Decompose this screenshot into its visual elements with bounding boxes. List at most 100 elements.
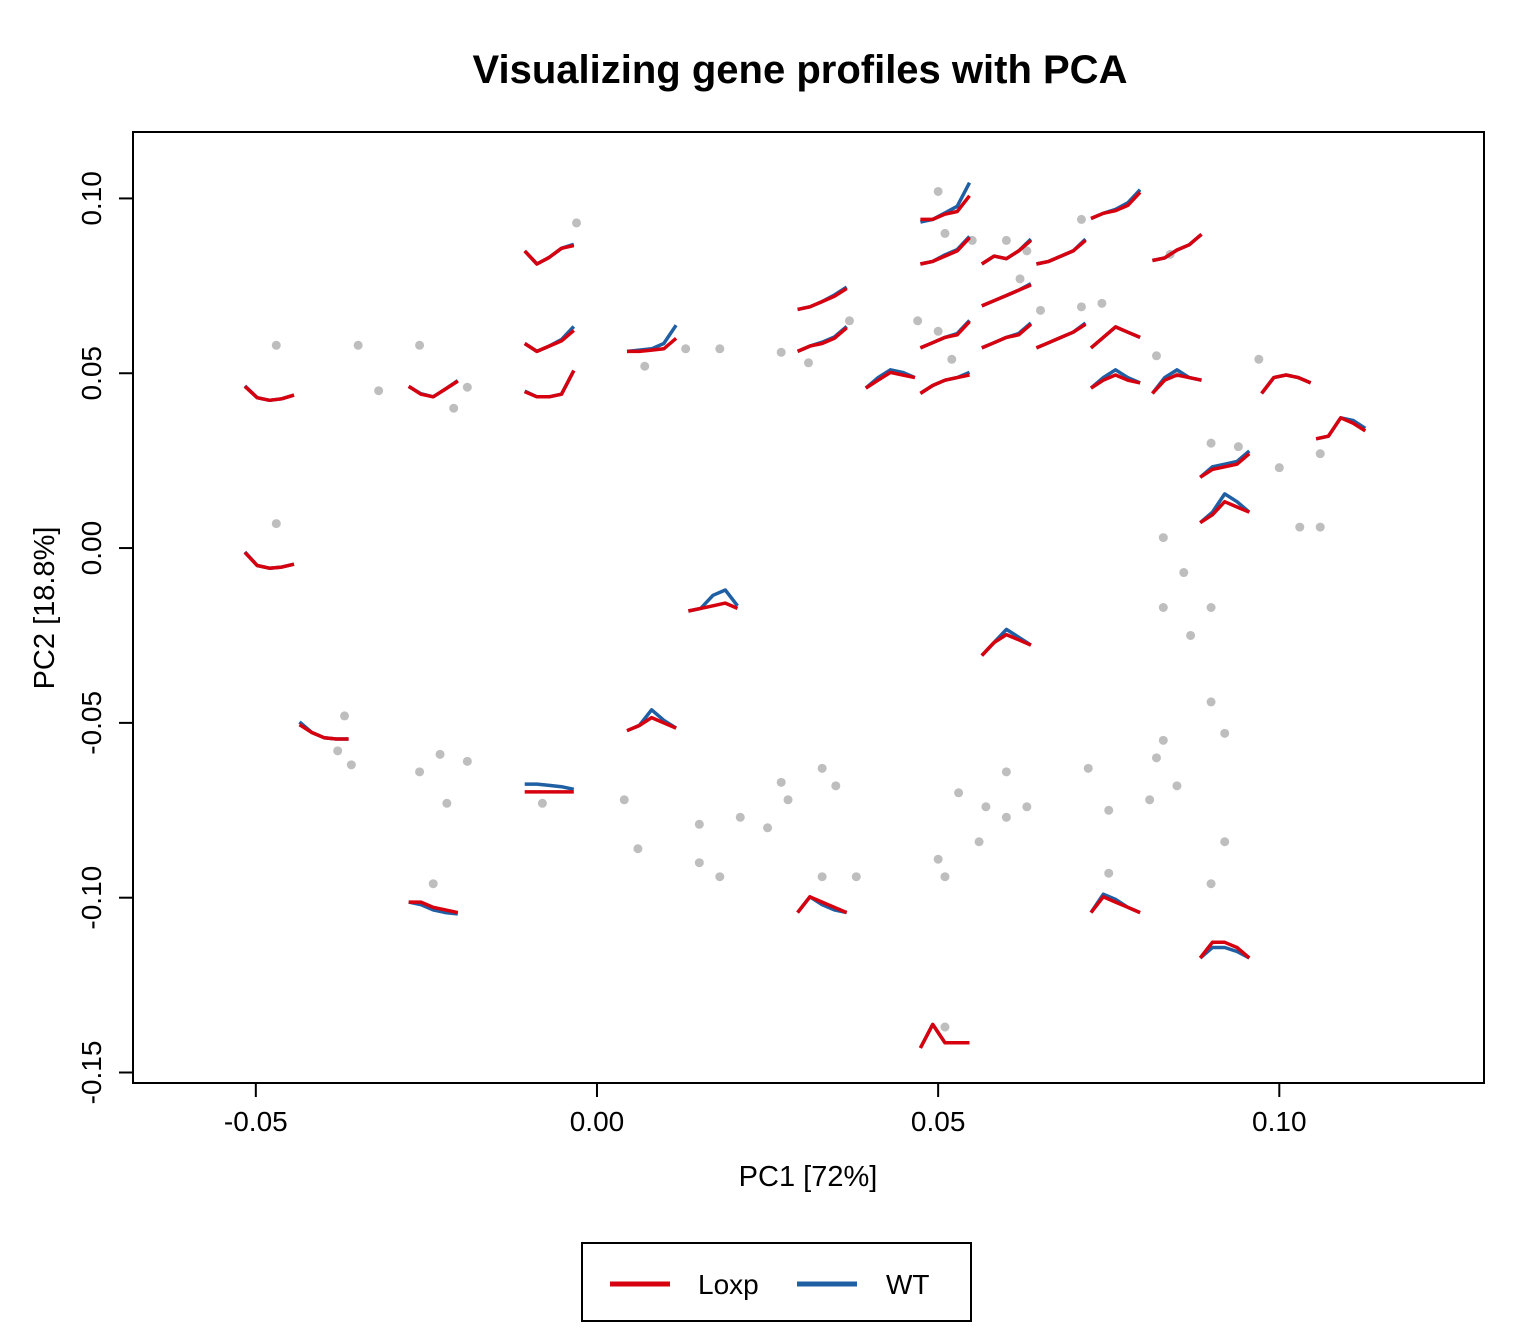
scatter-point xyxy=(940,872,950,882)
profile-glyph xyxy=(407,379,459,399)
loxp-profile-line xyxy=(1152,232,1203,263)
scatter-point xyxy=(353,340,363,350)
loxp-profile-line xyxy=(980,239,1033,266)
profile-glyph xyxy=(626,324,678,354)
profile-glyph xyxy=(688,588,739,613)
loxp-profile-line xyxy=(1199,452,1251,479)
scatter-point xyxy=(763,823,773,833)
profile-glyph xyxy=(919,319,971,350)
x-tick-label: 0.10 xyxy=(1252,1106,1307,1137)
x-axis: -0.05 0.00 0.05 0.10 xyxy=(224,1082,1307,1137)
scatter-point xyxy=(933,186,943,196)
loxp-profile-line xyxy=(1090,191,1142,221)
scatter-point xyxy=(415,767,425,777)
profile-glyph xyxy=(796,325,848,354)
scatter-point xyxy=(735,812,745,822)
loxp-profile-line xyxy=(919,320,971,350)
scatter-point xyxy=(462,756,472,766)
profile-glyph xyxy=(918,1022,970,1049)
scatter-point xyxy=(933,326,943,336)
scatter-point xyxy=(1001,812,1011,822)
scatter-point xyxy=(1158,735,1168,745)
loxp-profile-line xyxy=(1089,895,1141,915)
scatter-point xyxy=(1172,781,1182,791)
wt-profile-line xyxy=(626,324,678,354)
scatter-point xyxy=(913,316,923,326)
profile-glyph xyxy=(1199,449,1251,479)
scatter-point xyxy=(1097,298,1107,308)
y-tick-label: 0.00 xyxy=(76,521,107,576)
wt-profile-line xyxy=(1089,325,1141,350)
scatter-point xyxy=(776,777,786,787)
scatter-point xyxy=(340,711,350,721)
profile-glyph xyxy=(1089,892,1141,915)
profile-glyph xyxy=(796,895,848,915)
scatter-point xyxy=(694,858,704,868)
profile-glyph xyxy=(408,900,459,916)
scatter-point xyxy=(1233,442,1243,452)
profile-glyph xyxy=(797,285,848,312)
profile-glyph xyxy=(1089,325,1141,350)
scatter-point xyxy=(271,519,281,529)
scatter-point xyxy=(1274,463,1284,473)
scatter-point xyxy=(1186,630,1196,640)
scatter-point xyxy=(851,872,861,882)
profile-glyph xyxy=(298,720,349,741)
scatter-point xyxy=(817,872,827,882)
scatter-point xyxy=(619,795,629,805)
scatter-point xyxy=(572,218,582,228)
loxp-profile-line xyxy=(407,379,459,399)
profile-glyph xyxy=(1089,368,1141,390)
profile-glyph xyxy=(1036,237,1087,266)
scatter-point xyxy=(449,403,459,413)
profile-glyphs xyxy=(243,181,1367,1049)
loxp-profile-line xyxy=(243,385,295,403)
profile-glyph xyxy=(1198,940,1251,960)
loxp-profile-line xyxy=(627,336,678,354)
loxp-profile-line xyxy=(919,373,970,395)
y-tick-label: -0.15 xyxy=(76,1041,107,1105)
loxp-profile-line xyxy=(1151,373,1202,395)
scatter-point xyxy=(1001,235,1011,245)
loxp-profile-line xyxy=(523,329,575,354)
legend-label-loxp: Loxp xyxy=(698,1269,759,1300)
profile-glyph xyxy=(980,627,1032,657)
scatter-point xyxy=(1001,767,1011,777)
scatter-point xyxy=(1158,533,1168,543)
legend-label-wt: WT xyxy=(886,1269,930,1300)
profile-glyph xyxy=(919,370,971,395)
scatter-point xyxy=(1076,214,1086,224)
loxp-profile-line xyxy=(408,900,459,915)
scatter-point xyxy=(462,382,472,392)
scatter-point xyxy=(715,344,725,354)
y-axis-label: PC2 [18.8%] xyxy=(29,527,61,690)
scatter-point xyxy=(1015,274,1025,284)
loxp-profile-line xyxy=(298,723,349,741)
y-tick-label: -0.05 xyxy=(76,691,107,755)
scatter-point xyxy=(374,386,384,396)
x-tick-label: 0.05 xyxy=(911,1106,966,1137)
loxp-profile-line xyxy=(523,243,575,266)
scatter-point xyxy=(1083,763,1093,773)
scatter-point xyxy=(1206,697,1216,707)
scatter-point xyxy=(346,760,356,770)
profile-glyph xyxy=(523,325,576,354)
scatter-point xyxy=(1104,805,1114,815)
scatter-point xyxy=(640,361,650,371)
scatter-point xyxy=(1151,753,1161,763)
profile-glyph xyxy=(1315,416,1367,441)
scatter-point xyxy=(715,872,725,882)
scatter-point xyxy=(831,781,841,791)
plot-frame xyxy=(132,131,1485,1084)
scatter-point xyxy=(1220,728,1230,738)
scatter-point xyxy=(1206,438,1216,448)
profile-glyph xyxy=(1090,188,1142,221)
wt-profile-line xyxy=(920,235,971,266)
y-tick-label: 0.05 xyxy=(76,346,107,401)
scatter-point xyxy=(1104,868,1114,878)
loxp-profile-line xyxy=(243,551,295,570)
scatter-point xyxy=(1295,522,1305,532)
scatter-point xyxy=(776,347,786,357)
loxp-profile-line xyxy=(797,287,848,312)
scatter-point xyxy=(1022,246,1032,256)
